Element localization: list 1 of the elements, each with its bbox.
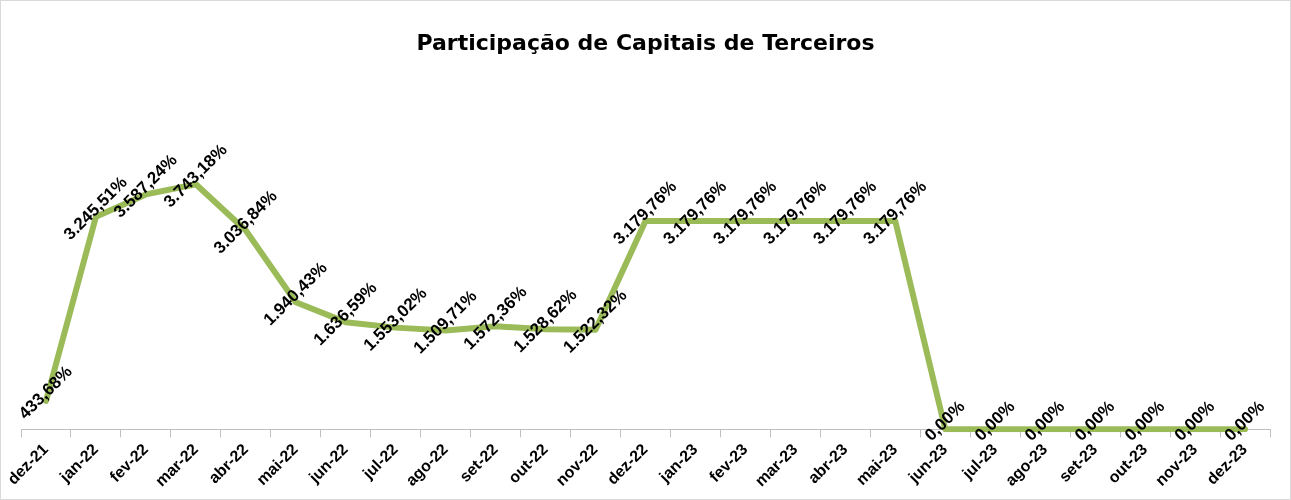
chart-title: Participação de Capitais de Terceiros <box>416 29 875 55</box>
